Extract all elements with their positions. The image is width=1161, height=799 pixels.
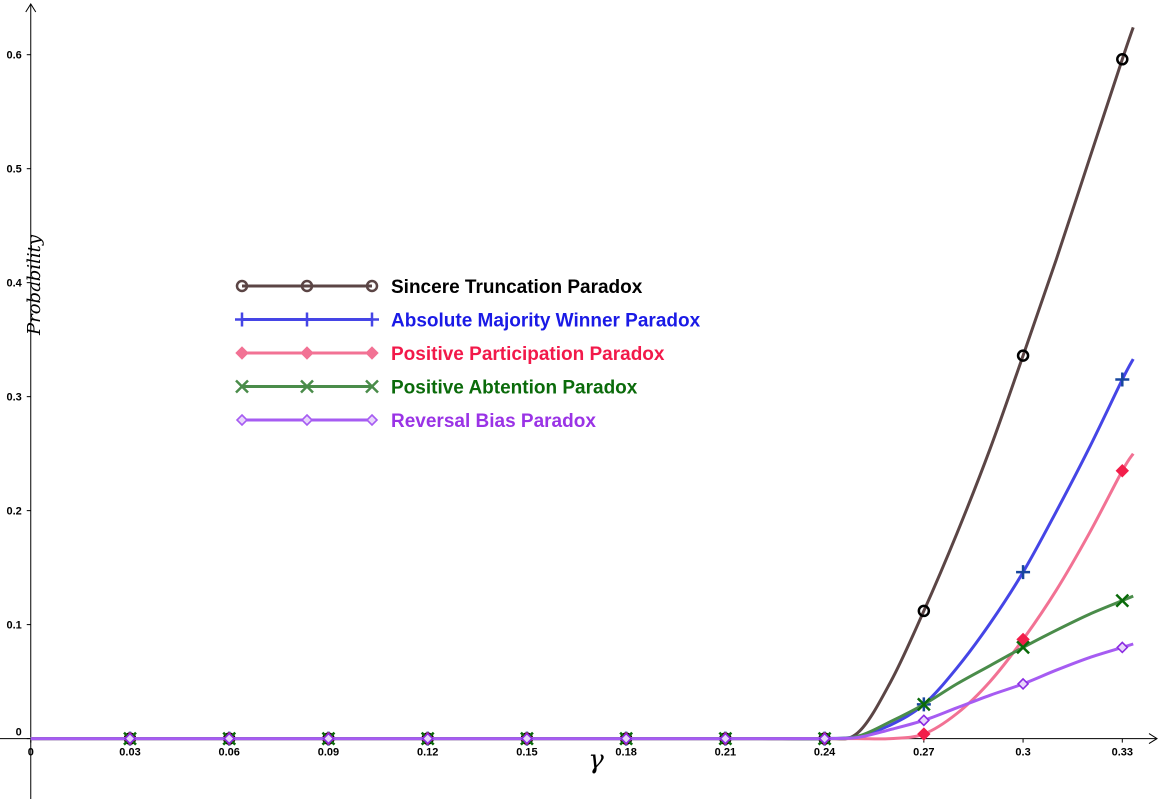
y-tick-label: 0.2 <box>6 506 21 518</box>
x-axis-arrow <box>1148 733 1158 745</box>
data-point <box>1115 593 1130 608</box>
legend-item: Positive Participation Paradox <box>235 344 665 365</box>
series-5 <box>30 641 1134 745</box>
legend-marker <box>300 312 314 327</box>
data-point <box>1016 632 1030 647</box>
data-point <box>818 732 831 745</box>
data-point <box>1016 565 1031 580</box>
series-3 <box>30 452 1135 746</box>
y-axis-arrow <box>25 3 37 13</box>
legend-item: Reversal Bias Paradox <box>235 411 596 432</box>
legend: Sincere Truncation Paradox Absolute Major… <box>235 277 701 432</box>
x-tick-label: 0.3 <box>1015 747 1030 759</box>
data-point <box>123 732 137 745</box>
legend-item: Positive Abtention Paradox <box>235 378 638 399</box>
legend-marker <box>300 279 314 293</box>
legend-marker <box>235 279 249 293</box>
x-tick-label: 0.15 <box>516 747 537 759</box>
series-line <box>30 642 1134 741</box>
series-layer <box>30 26 1135 746</box>
y-tick-label: 0.6 <box>6 50 21 62</box>
series-line <box>30 452 1135 741</box>
legend-label: Positive Abtention Paradox <box>391 378 638 399</box>
y-tick-label: 0.1 <box>6 620 21 632</box>
x-tick-label: 0.33 <box>1112 747 1133 759</box>
legend-marker <box>235 413 249 427</box>
data-point <box>1115 372 1130 387</box>
data-point <box>917 714 930 727</box>
x-tick-group: 0 0.03 0.06 0.09 0.12 0.15 0.18 0.21 0.24 0.27 0.3… <box>28 738 1133 759</box>
data-point <box>1016 349 1030 362</box>
legend-marker <box>300 346 314 360</box>
legend-marker <box>300 413 314 427</box>
data-point <box>1016 677 1030 691</box>
data-point <box>1116 53 1129 66</box>
data-point <box>421 732 434 745</box>
x-tick-label: 0.24 <box>814 747 836 759</box>
legend-label: Sincere Truncation Paradox <box>391 277 643 298</box>
legend-item: Sincere Truncation Paradox <box>235 277 643 298</box>
y-tick-label: 0 <box>16 727 22 739</box>
legend-marker <box>235 346 249 360</box>
data-point <box>322 732 335 745</box>
legend-marker <box>365 279 379 293</box>
x-tick-label: 0.06 <box>219 747 240 759</box>
y-tick-label: 0.5 <box>6 164 21 176</box>
axes-layer: 0 0.03 0.06 0.09 0.12 0.15 0.18 0.21 0.24 0.27 0.3… <box>0 3 1158 799</box>
y-tick-label: 0.3 <box>6 392 21 404</box>
y-tick-label: 0.4 <box>6 278 22 290</box>
data-point <box>520 732 534 745</box>
data-point <box>223 732 236 745</box>
x-tick-label: 0.09 <box>318 747 339 759</box>
data-point <box>719 732 732 745</box>
x-tick-label: 0 <box>28 747 34 759</box>
legend-marker <box>365 379 379 394</box>
legend-marker <box>365 312 379 327</box>
data-point <box>916 697 931 712</box>
data-point <box>620 732 633 745</box>
x-tick-label: 0.18 <box>615 747 636 759</box>
legend-marker <box>365 346 379 360</box>
series-4 <box>30 593 1134 746</box>
x-tick-label: 0.12 <box>417 747 438 759</box>
y-axis-label: Probability <box>24 234 45 336</box>
data-point <box>1016 640 1030 655</box>
legend-item: Absolute Majority Winner Paradox <box>235 311 701 332</box>
data-point <box>1116 641 1129 654</box>
x-tick-label: 0.27 <box>913 747 934 759</box>
data-point <box>1115 464 1130 478</box>
x-axis-label: γ <box>588 745 604 775</box>
legend-marker <box>235 312 249 327</box>
data-point <box>917 604 931 618</box>
legend-marker <box>365 413 379 427</box>
legend-label: Positive Participation Paradox <box>391 344 665 365</box>
data-point <box>917 727 931 741</box>
y-tick-group: 0 0.1 0.2 0.3 0.4 0.5 0.6 <box>6 50 31 740</box>
legend-label: Reversal Bias Paradox <box>391 411 596 432</box>
legend-marker <box>235 379 249 394</box>
x-tick-label: 0.21 <box>715 747 736 759</box>
x-tick-label: 0.03 <box>119 747 140 759</box>
legend-label: Absolute Majority Winner Paradox <box>391 311 701 332</box>
legend-marker <box>300 379 314 394</box>
series-line <box>30 594 1134 741</box>
